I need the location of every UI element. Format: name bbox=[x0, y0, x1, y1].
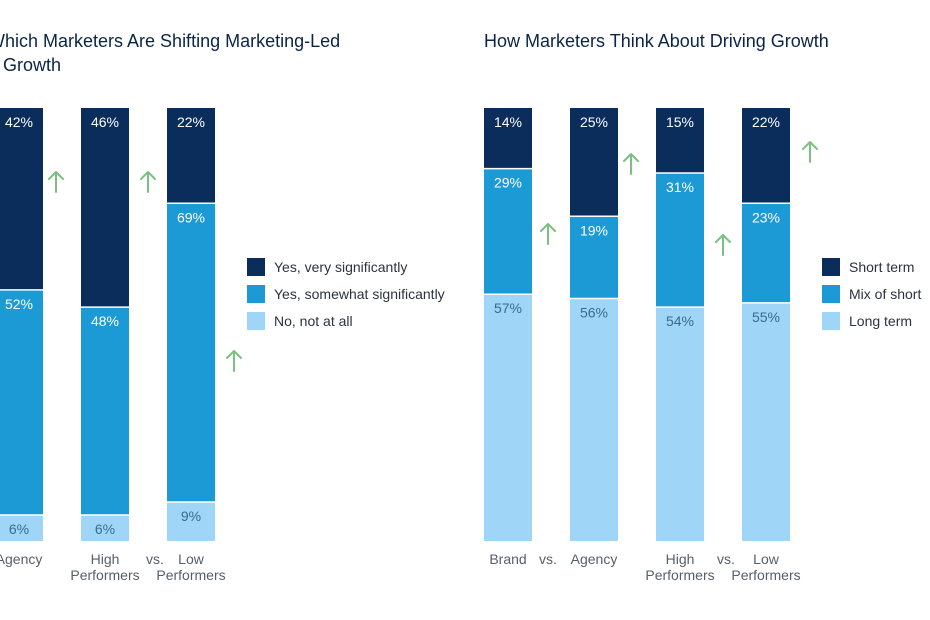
category-label-1-2-line-0: High bbox=[666, 551, 695, 567]
category-label-0-2-line-1: Performers bbox=[156, 567, 225, 583]
chart-title-driving-growth: How Marketers Think About Driving Growth bbox=[484, 31, 829, 51]
up-arrow-icon-1-1 bbox=[623, 153, 639, 175]
bar-label-0-1-bottom: 6% bbox=[95, 521, 115, 537]
bar-0-0-bottom bbox=[0, 515, 43, 541]
up-arrow-icon-0-0 bbox=[48, 171, 64, 193]
legend-marketing-led-shift: Yes, very significantly Yes, somewhat si… bbox=[247, 258, 445, 339]
category-label-1-3-line-0: Low bbox=[753, 551, 780, 567]
legend-item-long-term: Long term bbox=[822, 312, 921, 330]
bar-0-2-top bbox=[167, 108, 215, 204]
chart-title-marketing-led-shift: Which Marketers Are Shifting Marketing-L… bbox=[0, 31, 341, 75]
category-label-1-3-line-1: Performers bbox=[731, 567, 800, 583]
up-arrow-path-1-2 bbox=[715, 234, 731, 256]
separator-label-0-1: vs. bbox=[146, 551, 164, 567]
category-label-1-2-line-1: Performers bbox=[645, 567, 714, 583]
category-label-1-0-line-0: Brand bbox=[489, 551, 526, 567]
up-arrow-path-0-2 bbox=[226, 350, 242, 372]
bar-0-2-middle bbox=[167, 203, 215, 503]
legend-swatch-very-significantly bbox=[247, 258, 265, 276]
bar-1-1-middle bbox=[570, 216, 618, 299]
legend-swatch-not-at-all bbox=[247, 312, 265, 330]
category-label-0-2-line-0: Low bbox=[178, 551, 205, 567]
bar-label-1-3-middle: 23% bbox=[752, 209, 780, 225]
legend-swatch-short-term bbox=[822, 258, 840, 276]
legend-item-very-significantly: Yes, very significantly bbox=[247, 258, 445, 276]
legend-driving-growth: Short term Mix of short Long term bbox=[822, 258, 921, 339]
bar-label-1-2-middle: 31% bbox=[666, 179, 694, 195]
bar-label-1-0-bottom: 57% bbox=[494, 300, 522, 316]
bar-label-0-0-middle: 52% bbox=[5, 296, 33, 312]
bar-0-1-bottom bbox=[81, 515, 129, 541]
legend-item-mix-of-short: Mix of short bbox=[822, 285, 921, 303]
bar-1-2-middle bbox=[656, 172, 704, 308]
bar-label-0-0-bottom: 6% bbox=[9, 521, 29, 537]
up-arrow-path-1-0 bbox=[540, 223, 556, 245]
category-label-0-1-line-0: High bbox=[91, 551, 120, 567]
bar-1-2-bottom bbox=[656, 307, 704, 541]
separator-label-1-2: vs. bbox=[717, 551, 735, 567]
bar-1-1-top bbox=[570, 108, 618, 217]
bar-1-1-bottom bbox=[570, 298, 618, 541]
up-arrow-path-0-0 bbox=[48, 171, 64, 193]
up-arrow-icon-1-3 bbox=[802, 141, 818, 163]
up-arrow-path-1-1 bbox=[623, 153, 639, 175]
bar-1-0-bottom bbox=[484, 294, 532, 541]
legend-item-somewhat-significantly: Yes, somewhat significantly bbox=[247, 285, 445, 303]
bar-1-2-top bbox=[656, 108, 704, 173]
bar-0-1-top bbox=[81, 108, 129, 308]
legend-swatch-somewhat-significantly bbox=[247, 285, 265, 303]
bar-label-1-3-top: 22% bbox=[752, 114, 780, 130]
bar-label-0-2-bottom: 9% bbox=[181, 508, 201, 524]
legend-label-short-term: Short term bbox=[849, 259, 915, 275]
category-label-0-1-line-1: Performers bbox=[70, 567, 139, 583]
bar-1-0-top bbox=[484, 108, 532, 169]
bar-label-0-2-top: 22% bbox=[177, 114, 205, 130]
legend-label-long-term: Long term bbox=[849, 313, 913, 329]
bar-label-0-1-top: 46% bbox=[91, 114, 119, 130]
bar-label-1-0-top: 14% bbox=[494, 114, 522, 130]
legend-item-not-at-all: No, not at all bbox=[247, 312, 445, 330]
bar-0-1-middle bbox=[81, 307, 129, 516]
bar-label-1-3-bottom: 55% bbox=[752, 309, 780, 325]
bar-0-0-top bbox=[0, 108, 43, 290]
bar-label-1-2-top: 15% bbox=[666, 114, 694, 130]
legend-swatch-mix-of-short bbox=[822, 285, 840, 303]
up-arrow-path-0-1 bbox=[140, 171, 156, 193]
bar-0-2-bottom bbox=[167, 502, 215, 541]
separator-label-1-0: vs. bbox=[539, 551, 557, 567]
up-arrow-icon-0-2 bbox=[226, 350, 242, 372]
bar-1-0-middle bbox=[484, 168, 532, 295]
legend-swatch-long-term bbox=[822, 312, 840, 330]
bar-label-1-1-top: 25% bbox=[580, 114, 608, 130]
legend-item-short-term: Short term bbox=[822, 258, 921, 276]
bar-0-0-middle bbox=[0, 289, 43, 516]
up-arrow-icon-1-0 bbox=[540, 223, 556, 245]
category-label-0-0-line-0: Agency bbox=[0, 551, 42, 567]
legend-label-somewhat-significantly: Yes, somewhat significantly bbox=[274, 286, 445, 302]
category-label-1-1-line-0: Agency bbox=[571, 551, 618, 567]
bar-label-1-1-middle: 19% bbox=[580, 222, 608, 238]
legend-label-not-at-all: No, not at all bbox=[274, 313, 353, 329]
bar-1-3-top bbox=[742, 108, 790, 204]
bar-label-0-2-middle: 69% bbox=[177, 209, 205, 225]
bar-1-3-bottom bbox=[742, 302, 790, 541]
bar-label-1-1-bottom: 56% bbox=[580, 305, 608, 321]
bar-1-3-middle bbox=[742, 203, 790, 303]
bar-label-1-2-bottom: 54% bbox=[666, 313, 694, 329]
bar-label-0-1-middle: 48% bbox=[91, 313, 119, 329]
legend-label-very-significantly: Yes, very significantly bbox=[274, 259, 408, 275]
up-arrow-icon-1-2 bbox=[715, 234, 731, 256]
legend-label-mix-of-short: Mix of short bbox=[849, 286, 922, 302]
bar-label-0-0-top: 42% bbox=[5, 114, 33, 130]
up-arrow-path-1-3 bbox=[802, 141, 818, 163]
up-arrow-icon-0-1 bbox=[140, 171, 156, 193]
bar-label-1-0-middle: 29% bbox=[494, 175, 522, 191]
